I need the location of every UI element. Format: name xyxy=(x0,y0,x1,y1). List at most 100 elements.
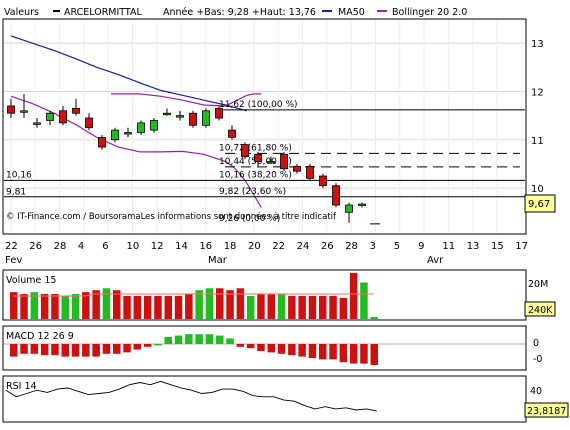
macd-bar xyxy=(339,344,348,363)
price-grid xyxy=(4,20,525,233)
volume-bar xyxy=(143,295,152,319)
bollinger-legend-label: Bollinger 20 2.0 xyxy=(392,7,467,18)
volume-bar xyxy=(246,295,255,319)
volume-bar xyxy=(319,295,327,319)
macd-bar xyxy=(82,344,90,357)
ma50-legend-swatch xyxy=(322,10,332,12)
volume-bar xyxy=(236,288,245,319)
volume-bar xyxy=(298,295,306,319)
candle-body xyxy=(228,129,236,138)
fib-level-label: 10,72 (61,80 %) xyxy=(219,143,292,153)
macd-bar xyxy=(360,344,368,364)
x-tick-label: 10 xyxy=(127,241,140,252)
candle-body xyxy=(319,175,327,187)
left-level-label: 9,81 xyxy=(6,187,26,197)
macd-bar xyxy=(216,335,224,344)
volume-last-label: 240K xyxy=(528,305,553,316)
candle-body xyxy=(163,112,171,116)
candle-body xyxy=(254,153,262,162)
left-level-label: 10,16 xyxy=(6,170,32,180)
rsi-panel: RSI 14 40 23,8187 xyxy=(2,375,569,423)
macd-bar xyxy=(277,344,286,354)
volume-bar xyxy=(30,292,39,319)
candle-body xyxy=(7,105,15,114)
macd-bar xyxy=(143,344,152,347)
macd-bar xyxy=(308,344,317,358)
rsi-frame xyxy=(2,375,527,423)
x-tick-label: 13 xyxy=(467,241,480,252)
macd-bar xyxy=(164,337,172,344)
candle-body xyxy=(98,136,106,148)
price-tick-label: 13 xyxy=(531,39,544,50)
price-y-axis: 13 12 11 10 xyxy=(531,39,544,195)
volume-title: Volume 15 xyxy=(6,275,56,286)
volume-bar xyxy=(92,290,100,319)
candle-body xyxy=(306,165,314,179)
volume-bar xyxy=(20,294,28,319)
macd-bar xyxy=(298,344,306,357)
volume-bar xyxy=(257,294,265,319)
time-axis: 22 26 28 4 6 10 12 14 16 18 20 22 24 26 28 3 5 9 11 13 15 17 F… xyxy=(5,241,528,266)
bollinger-upper-path xyxy=(111,93,262,107)
x-tick-label: 18 xyxy=(224,241,237,252)
macd-tick-neg: -0 xyxy=(533,354,542,365)
macd-title: MACD 12 26 9 xyxy=(6,331,74,342)
last-price-label: 9,67 xyxy=(528,199,550,210)
header-strip xyxy=(0,5,528,18)
macd-bar xyxy=(205,334,214,344)
fib-level-label: 11,62 (100,00 %) xyxy=(219,100,298,110)
ma50-legend-label: MA50 xyxy=(338,7,365,18)
macd-bar xyxy=(113,344,121,354)
candle-body xyxy=(358,203,366,206)
macd-bar xyxy=(61,344,69,357)
x-tick-label: 26 xyxy=(321,241,334,252)
x-tick-label: 4 xyxy=(78,241,84,252)
volume-bar xyxy=(329,295,337,319)
macd-tick-0: 0 xyxy=(533,338,539,349)
candle-body xyxy=(215,107,223,119)
x-tick-label: 22 xyxy=(5,241,18,252)
macd-bar xyxy=(319,344,327,360)
macd-bar xyxy=(226,338,234,344)
volume-bar xyxy=(216,288,224,319)
year-range: Année +Bas: 9,28 +Haut: 13,76 xyxy=(163,7,316,18)
volume-bar xyxy=(185,294,193,319)
x-tick-label: 12 xyxy=(151,241,164,252)
rsi-path xyxy=(5,380,377,412)
copyright-note: © IT-Finance.com / BoursoramaLes informa… xyxy=(6,211,337,222)
x-tick-label: 9 xyxy=(418,241,424,252)
rsi-last-label: 23,8187 xyxy=(527,406,566,417)
volume-last-box xyxy=(524,301,556,317)
macd-bar xyxy=(40,344,49,356)
volume-bar xyxy=(174,295,183,319)
x-tick-label: 15 xyxy=(491,241,504,252)
candle-body xyxy=(189,112,197,126)
volume-bar xyxy=(349,272,358,319)
macd-bar xyxy=(257,344,265,351)
macd-bar xyxy=(174,335,183,344)
candle-body xyxy=(124,132,132,135)
price-frame xyxy=(2,18,527,235)
volume-bar xyxy=(123,295,131,319)
candle-body xyxy=(85,117,93,129)
volume-bar xyxy=(113,290,121,319)
macd-bar xyxy=(30,344,39,354)
panel-label: Valeurs xyxy=(4,7,39,18)
x-tick-label: 6 xyxy=(102,241,108,252)
x-tick-label: 20 xyxy=(248,241,261,252)
volume-bar xyxy=(195,290,203,319)
volume-bar xyxy=(133,295,142,319)
rsi-tick-40: 40 xyxy=(530,386,542,397)
volume-bar xyxy=(71,294,80,319)
volume-panel: Volume 15 20M 240K xyxy=(2,269,556,321)
macd-bar xyxy=(349,344,358,364)
x-tick-label: 28 xyxy=(54,241,67,252)
macd-bars xyxy=(4,334,525,365)
x-tick-label: 3 xyxy=(370,241,376,252)
candle-body xyxy=(176,115,184,118)
volume-bar xyxy=(360,282,368,319)
price-panel: 11,62 (100,00 %)10,72 (61,80 %)10,44 (50… xyxy=(2,18,556,235)
candle-body xyxy=(241,144,249,158)
volume-ma-line xyxy=(13,293,374,297)
